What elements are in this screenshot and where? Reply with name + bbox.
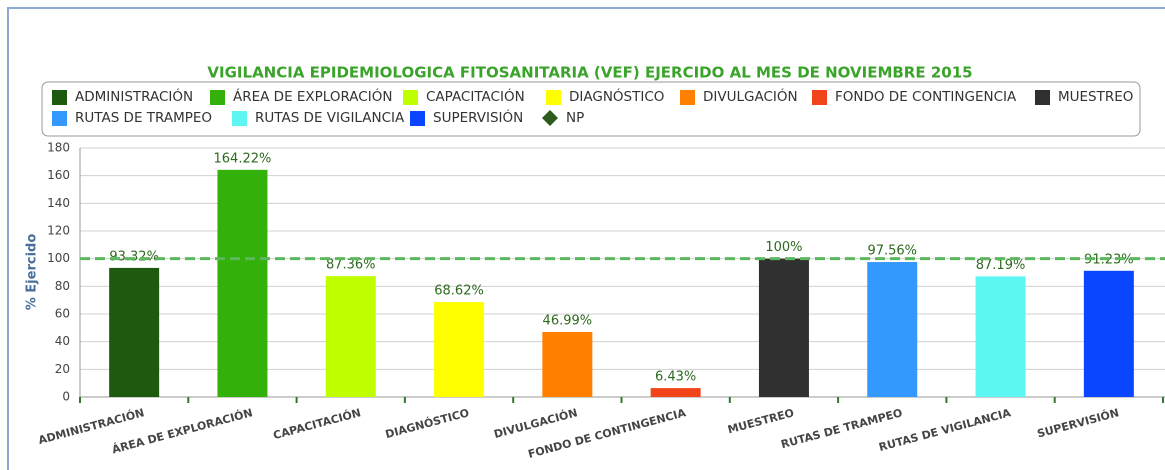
y-tick-label: 160	[47, 168, 70, 182]
bar	[975, 276, 1026, 397]
bar	[434, 302, 485, 397]
data-label: 164.22%	[214, 151, 272, 166]
legend-swatch	[410, 111, 425, 126]
legend-label: NP	[566, 110, 584, 126]
legend-swatch	[812, 90, 827, 105]
y-tick-label: 20	[55, 362, 70, 376]
bar	[650, 388, 701, 397]
bar	[542, 331, 593, 397]
data-label: 46.99%	[543, 313, 593, 328]
bar	[1083, 270, 1134, 397]
legend-swatch	[1035, 90, 1050, 105]
legend-label: SUPERVISIÓN	[433, 108, 523, 126]
y-tick-label: 120	[47, 224, 70, 238]
data-label: 87.19%	[976, 258, 1026, 273]
bar	[217, 169, 268, 397]
data-label: 100%	[765, 240, 802, 255]
y-tick-label: 180	[47, 141, 70, 155]
y-tick-label: 60	[55, 307, 70, 321]
legend-swatch	[210, 90, 225, 105]
legend-swatch	[546, 90, 561, 105]
legend-box	[41, 81, 1141, 137]
legend-label: FONDO DE CONTINGENCIA	[835, 89, 1017, 105]
legend-label: RUTAS DE VIGILANCIA	[255, 110, 405, 126]
legend-swatch	[403, 90, 418, 105]
y-tick-label: 140	[47, 196, 70, 210]
bar	[867, 262, 918, 397]
bar	[758, 258, 809, 397]
data-label: 93.32%	[109, 249, 159, 264]
y-tick-label: 40	[55, 334, 70, 348]
legend-label: CAPACITACIÓN	[426, 87, 525, 105]
y-tick-label: 80	[55, 279, 70, 293]
data-label: 97.56%	[867, 244, 917, 259]
legend-swatch	[232, 111, 247, 126]
data-label: 6.43%	[655, 370, 696, 385]
bar	[325, 276, 376, 397]
bar	[109, 267, 160, 397]
legend-label: RUTAS DE TRAMPEO	[75, 110, 212, 126]
data-label: 68.62%	[434, 284, 484, 299]
y-tick-label: 100	[47, 251, 70, 265]
legend-label: ÁREA DE EXPLORACIÓN	[233, 87, 392, 105]
legend-swatch	[52, 90, 67, 105]
legend-label: ADMINISTRACIÓN	[75, 87, 193, 105]
legend-swatch	[680, 90, 695, 105]
legend-label: MUESTREO	[1058, 89, 1133, 105]
y-axis-label: % Ejercido	[25, 234, 40, 311]
chart-title: VIGILANCIA EPIDEMIOLOGICA FITOSANITARIA …	[207, 64, 972, 82]
legend-label: DIAGNÓSTICO	[569, 87, 664, 105]
legend-marker	[542, 110, 558, 126]
y-tick-label: 0	[62, 390, 70, 404]
legend-swatch	[52, 111, 67, 126]
legend-label: DIVULGACIÓN	[703, 87, 798, 105]
data-label: 87.36%	[326, 258, 376, 273]
